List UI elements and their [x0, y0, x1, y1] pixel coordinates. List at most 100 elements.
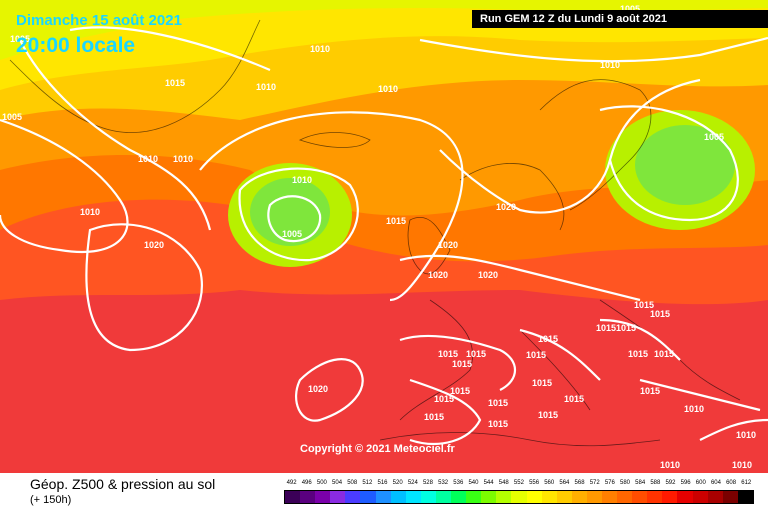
isobar-label: 1010: [80, 207, 100, 217]
legend-value: 584: [635, 480, 646, 486]
legend-value: 612: [741, 480, 752, 486]
isobar-label: 1015: [438, 349, 458, 359]
legend-swatch: [692, 491, 708, 503]
isobar-label: 1015: [424, 412, 444, 422]
isobar-label: 1015: [538, 334, 558, 344]
isobar-label: 1015: [628, 349, 648, 359]
legend-value: 528: [422, 480, 433, 486]
legend-value: 504: [332, 480, 343, 486]
legend-swatch: [285, 491, 301, 503]
isobar-label: 1015: [466, 349, 486, 359]
isobar-label: 1005: [10, 34, 30, 44]
legend-swatch: [390, 491, 406, 503]
isobar-label: 1015: [616, 323, 636, 333]
legend-value: 592: [665, 480, 676, 486]
legend-swatch: [571, 491, 587, 503]
legend-value: 536: [453, 480, 464, 486]
weather-map: 1005 1010 1010 1010 1005 1015 1010 1010 …: [0, 0, 768, 473]
legend-swatch: [405, 491, 421, 503]
isobar-label: 1010: [600, 60, 620, 70]
legend-value: 492: [286, 480, 297, 486]
legend-value: 580: [620, 480, 631, 486]
legend-value: 496: [301, 480, 312, 486]
legend-value: 564: [559, 480, 570, 486]
legend-swatch: [481, 491, 497, 503]
isobar-label: 1015: [640, 386, 660, 396]
legend-value: 552: [513, 480, 524, 486]
map-footer: Géop. Z500 & pression au sol (+ 150h) 49…: [0, 473, 768, 512]
copyright-text: Copyright © 2021 Meteociel.fr: [300, 443, 455, 455]
isobar-label: 1010: [292, 175, 312, 185]
legend-value: 500: [316, 480, 327, 486]
legend-swatch: [435, 491, 452, 503]
legend-value: 544: [483, 480, 494, 486]
isobar-label: 1015: [564, 394, 584, 404]
legend-value: 540: [468, 480, 479, 486]
legend-swatch: [375, 491, 391, 503]
isobar-label: 1015: [532, 378, 552, 388]
isobar-label: 1020: [496, 202, 516, 212]
legend-swatch: [511, 491, 527, 503]
legend-swatch: [345, 491, 361, 503]
legend-swatch: [526, 491, 542, 503]
legend-swatches: [284, 490, 754, 504]
forecast-date: Dimanche 15 août 2021: [16, 12, 182, 29]
isobar-label: 1010: [378, 84, 398, 94]
legend-swatch: [315, 491, 331, 503]
scandinavia-low-inner: [635, 125, 735, 205]
legend-value: 532: [438, 480, 449, 486]
isobar-label: 1020: [438, 240, 458, 250]
legend-swatch: [541, 491, 557, 503]
legend-swatch: [451, 491, 467, 503]
legend-swatch: [330, 491, 346, 503]
legend-swatch: [617, 491, 633, 503]
legend-swatch: [496, 491, 512, 503]
isobar-label: 1010: [736, 430, 756, 440]
legend-value: 572: [589, 480, 600, 486]
isobar-label: 1015: [538, 410, 558, 420]
isobar-label: 1015: [450, 386, 470, 396]
isobar-label: 1015: [434, 394, 454, 404]
legend-value: 608: [726, 480, 737, 486]
isobar-label: 1015: [452, 359, 472, 369]
forecast-time: 20:00 locale: [16, 34, 136, 57]
legend-labels: 492 496 500 504 508 512 516 520 524 528 532 536 540 5…: [284, 479, 754, 488]
isobar-label: 1020: [144, 240, 164, 250]
legend-swatch: [360, 491, 376, 503]
isobar-label: 1010: [660, 460, 680, 470]
isobar-label: 1010: [256, 82, 276, 92]
legend-swatch: [662, 491, 678, 503]
legend-value: 508: [347, 480, 358, 486]
legend-swatch: [737, 491, 753, 503]
isobar-label: 1010: [732, 460, 752, 470]
isobar-label: 1015: [526, 350, 546, 360]
legend-swatch: [677, 491, 693, 503]
isobar-label: 1005: [2, 112, 22, 122]
isobar-label: 1015: [386, 216, 406, 226]
legend-swatch: [556, 491, 572, 503]
map-canvas: 1005 1010 1010 1010 1005 1015 1010 1010 …: [0, 0, 768, 473]
isobar-label: 1020: [428, 270, 448, 280]
isobar-label: 1005: [282, 229, 302, 239]
legend-value: 568: [574, 480, 585, 486]
isobar-label: 1015: [596, 323, 616, 333]
legend-swatch: [466, 491, 482, 503]
legend-value: 512: [362, 480, 373, 486]
legend-value: 520: [392, 480, 403, 486]
legend-swatch: [632, 491, 648, 503]
isobar-label: 1015: [634, 300, 654, 310]
legend-swatch: [707, 491, 723, 503]
legend-value: 524: [407, 480, 418, 486]
isobar-label: 1005: [620, 4, 640, 14]
legend-swatch: [586, 491, 602, 503]
isobar-label: 1015: [654, 349, 674, 359]
legend-value: 596: [680, 480, 691, 486]
legend-value: 560: [544, 480, 555, 486]
isobar-label: 1020: [478, 270, 498, 280]
forecast-lead-time: (+ 150h): [30, 494, 72, 506]
color-legend: 492 496 500 504 508 512 516 520 524 528 532 536 540 5…: [284, 479, 754, 504]
legend-value: 556: [529, 480, 540, 486]
legend-swatch: [647, 491, 663, 503]
low-pressure-cell-inner: [250, 178, 330, 246]
legend-value: 588: [650, 480, 661, 486]
